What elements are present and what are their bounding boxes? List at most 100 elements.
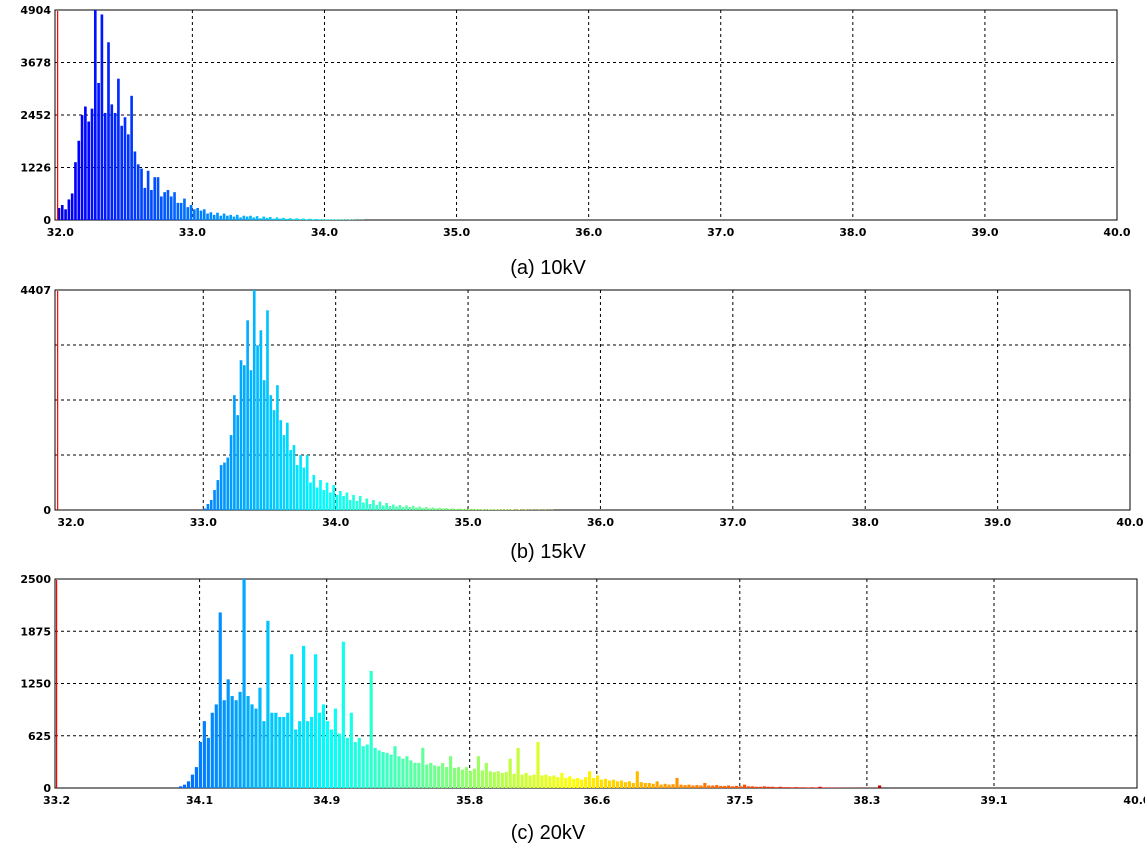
histogram-bar — [254, 708, 258, 788]
histogram-bar — [274, 712, 278, 788]
histogram-bar — [362, 502, 365, 510]
histogram-bar — [206, 213, 209, 220]
histogram-bar — [397, 756, 401, 788]
histogram-bar — [750, 786, 755, 788]
histogram-bar — [727, 785, 731, 788]
histogram-bar — [270, 712, 274, 788]
histogram-bar — [262, 216, 266, 220]
histogram-bar — [786, 787, 790, 788]
histogram-bar — [433, 765, 437, 788]
chart-0: 32.0 33.0 34.0 35.0 36.0 37.0 38.0 39.0 40.0 0 122… — [20, 4, 1131, 279]
histogram-bar — [238, 691, 242, 788]
histogram-bar — [310, 716, 314, 788]
histogram-bar — [309, 482, 312, 510]
x-tick-label: 35.8 — [456, 794, 483, 807]
histogram-bar — [266, 620, 270, 788]
histogram-bar — [810, 787, 814, 788]
histogram-bar — [249, 215, 252, 220]
histogram-bar — [126, 134, 130, 220]
x-tick-label: 35.0 — [443, 226, 470, 239]
histogram-bar — [178, 786, 183, 788]
histogram-bar — [389, 754, 393, 788]
histogram-bar — [564, 777, 568, 788]
chart-caption: (a) 10kV — [510, 257, 586, 279]
histogram-bar — [321, 704, 326, 788]
histogram-bar — [206, 737, 210, 788]
histogram-bar — [516, 747, 520, 788]
histogram-bar — [453, 767, 457, 788]
histogram-bar — [295, 465, 299, 510]
histogram-bar — [206, 504, 210, 510]
histogram-bar — [295, 218, 299, 220]
histogram-bar — [474, 509, 478, 510]
histogram-bar — [418, 506, 422, 510]
histogram-bar — [464, 508, 468, 510]
histogram-bar — [288, 218, 292, 220]
histogram-bar — [588, 771, 592, 788]
histogram-bar — [341, 641, 345, 788]
histogram-bar — [150, 190, 153, 220]
histogram-bar — [298, 721, 302, 788]
histogram-bar — [425, 507, 428, 510]
histogram-bar — [655, 781, 659, 788]
histogram-bar — [143, 187, 147, 220]
histogram-bar — [236, 415, 240, 510]
histogram-bar — [552, 775, 556, 788]
histogram-bar — [333, 708, 338, 788]
histogram-bar — [375, 505, 379, 510]
histogram-bar — [352, 495, 355, 510]
histogram-bar — [246, 320, 249, 510]
histogram-bar — [256, 345, 259, 510]
x-tick-label: 37.0 — [719, 516, 746, 529]
histogram-bar — [317, 712, 322, 788]
histogram-bar — [471, 508, 475, 510]
histogram-bar — [100, 14, 104, 221]
histogram-bar — [568, 776, 572, 788]
histogram-bar — [249, 370, 253, 510]
histogram-bar — [329, 492, 332, 510]
y-tick-label: 3678 — [20, 57, 51, 70]
histogram-bar — [294, 729, 298, 788]
histogram-bar — [209, 500, 213, 510]
histogram-bar — [130, 95, 133, 220]
histogram-bar — [611, 779, 616, 788]
histogram-bar — [369, 670, 373, 788]
histogram-bar — [504, 509, 508, 510]
histogram-bar — [667, 784, 671, 788]
histogram-bar — [74, 162, 77, 220]
y-tick-label: 4407 — [20, 284, 51, 297]
histogram-bar — [335, 219, 338, 220]
histogram-bar — [401, 507, 405, 510]
histogram-bar — [524, 772, 528, 788]
histogram-bar — [361, 746, 365, 788]
histogram-bar — [194, 767, 198, 788]
histogram-bar — [337, 733, 341, 788]
x-tick-label: 34.0 — [322, 516, 349, 529]
histogram-bar — [544, 774, 548, 788]
histogram-bar — [429, 762, 433, 788]
histogram-bar — [342, 496, 345, 510]
histogram-bar — [476, 756, 481, 788]
histogram-bar — [723, 785, 727, 788]
x-tick-label: 39.1 — [980, 794, 1007, 807]
histogram-bar — [282, 716, 286, 788]
histogram-bar — [373, 747, 377, 788]
histogram-bar — [242, 215, 246, 220]
histogram-bar — [421, 747, 425, 788]
histogram-bar — [199, 210, 203, 220]
histogram-bar — [528, 775, 532, 788]
histogram-bar — [230, 696, 234, 788]
histogram-bar — [411, 506, 415, 510]
histogram-bar — [415, 507, 418, 510]
histogram-bar — [599, 779, 604, 788]
histogram-bar — [302, 467, 306, 510]
y-tick-label: 0 — [43, 782, 51, 795]
histogram-bar — [818, 786, 822, 788]
histogram-bar — [245, 216, 249, 220]
histogram-bar — [368, 504, 372, 510]
histogram-bar — [97, 82, 100, 221]
histogram-bar — [219, 215, 223, 220]
histogram-bar — [90, 108, 94, 220]
histogram-bar — [242, 579, 246, 788]
